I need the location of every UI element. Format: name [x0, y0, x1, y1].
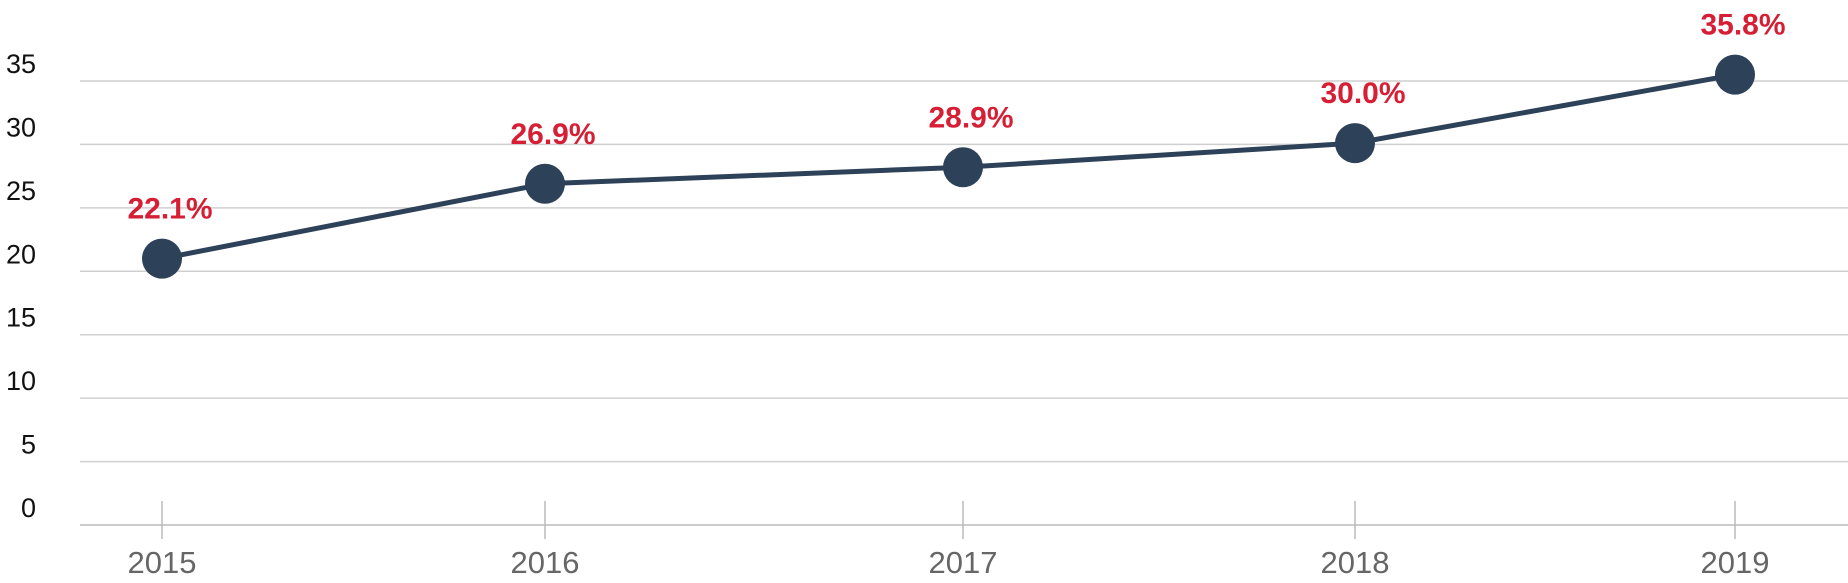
data-point-2018: [1335, 123, 1375, 164]
y-tick-label: 35: [6, 49, 36, 79]
y-tick-label: 15: [6, 303, 36, 333]
data-label-2016: 26.9%: [510, 118, 595, 151]
gridlines: 0 5 10 15 20 25 30 35: [6, 49, 1848, 526]
x-axis: 2015 2016 2017 2018 2019: [128, 501, 1770, 580]
y-tick-label: 25: [6, 176, 36, 206]
y-tick-label: 30: [6, 112, 36, 142]
y-tick-label: 10: [6, 366, 36, 396]
data-label-2019: 35.8%: [1700, 9, 1785, 42]
data-label-2017: 28.9%: [928, 101, 1013, 134]
data-point-2019: [1715, 54, 1755, 95]
y-tick-label: 0: [21, 493, 36, 523]
data-label-2015: 22.1%: [127, 193, 212, 226]
data-labels: 22.1% 26.9% 28.9% 30.0% 35.8%: [127, 9, 1785, 226]
data-label-2018: 30.0%: [1320, 77, 1405, 110]
data-point-2017: [943, 147, 983, 188]
y-tick-label: 5: [21, 430, 36, 460]
y-tick-label: 20: [6, 239, 36, 269]
x-tick-label: 2016: [511, 545, 580, 580]
x-tick-label: 2015: [128, 545, 197, 580]
data-point-2015: [142, 238, 182, 279]
x-tick-label: 2019: [1701, 545, 1770, 580]
x-tick-label: 2018: [1321, 545, 1390, 580]
data-point-2016: [525, 163, 565, 204]
series: [142, 54, 1755, 279]
x-tick-label: 2017: [929, 545, 998, 580]
